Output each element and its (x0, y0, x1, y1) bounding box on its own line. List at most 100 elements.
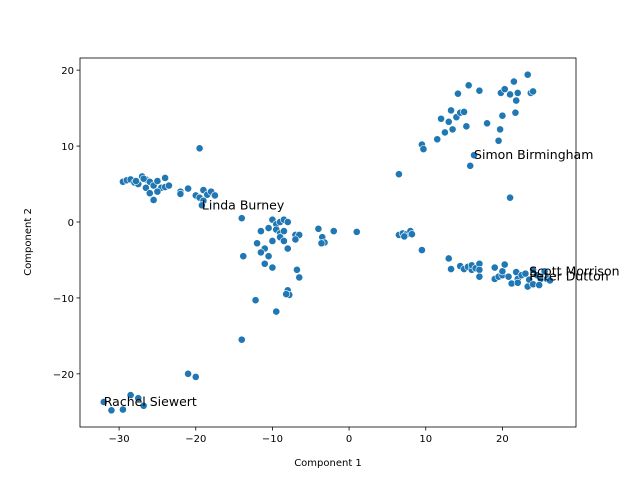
y-tick-label: 0 (68, 218, 74, 229)
point (546, 276, 554, 285)
point (506, 193, 514, 202)
point (447, 106, 455, 115)
point (251, 296, 260, 305)
point (184, 184, 192, 193)
point (329, 227, 338, 236)
point (483, 119, 491, 128)
point (191, 372, 200, 381)
y-tick-label: 10 (61, 142, 74, 153)
point (264, 252, 273, 261)
point (464, 81, 473, 90)
point (272, 307, 281, 316)
point (237, 214, 246, 223)
point (176, 190, 185, 198)
point (506, 90, 514, 99)
point (119, 405, 127, 414)
y-axis-label: Component 2 (23, 208, 34, 276)
point (126, 391, 135, 400)
point (475, 265, 484, 274)
point (153, 187, 162, 196)
point (462, 122, 471, 131)
point (500, 260, 509, 269)
point (165, 181, 173, 190)
x-tick-label: 20 (496, 434, 509, 445)
point (161, 174, 169, 182)
point (149, 196, 158, 204)
point (437, 114, 445, 123)
plot-frame (79, 57, 577, 428)
y-tick-label: −20 (53, 370, 74, 381)
x-tick-label: −20 (185, 434, 206, 445)
point (257, 227, 265, 236)
point (237, 335, 246, 344)
point (239, 252, 248, 261)
point (184, 369, 192, 378)
x-tick-label: −10 (262, 434, 283, 445)
point (419, 145, 428, 154)
point (99, 398, 108, 406)
point (107, 406, 116, 415)
point (512, 96, 521, 105)
point (490, 263, 499, 272)
point (496, 125, 505, 134)
point (418, 246, 426, 254)
point (142, 183, 150, 192)
y-tick-label: −10 (53, 294, 74, 305)
point (535, 281, 544, 289)
point (521, 269, 530, 278)
point (280, 227, 288, 236)
point (395, 170, 403, 179)
point (293, 265, 301, 274)
point (211, 191, 219, 200)
point (529, 265, 537, 274)
point (408, 230, 416, 239)
point (470, 151, 478, 160)
point (444, 254, 453, 263)
annotation: Scott Morrison (529, 263, 619, 278)
x-tick-label: −30 (109, 434, 130, 445)
point (498, 267, 507, 276)
point (283, 218, 292, 226)
point (500, 85, 509, 94)
point (280, 237, 288, 245)
point (352, 227, 361, 236)
point (511, 108, 520, 117)
x-tick-label: 10 (419, 434, 432, 445)
annotation: Peter Dutton (529, 269, 608, 284)
point (317, 239, 326, 248)
point (291, 235, 300, 244)
point (454, 89, 462, 98)
annotation: Linda Burney (202, 197, 285, 212)
point (466, 161, 475, 170)
point (529, 87, 537, 96)
point (139, 174, 148, 183)
annotation: Rachel Siewert (104, 394, 197, 409)
point (400, 232, 409, 241)
point (444, 117, 453, 126)
point (498, 111, 507, 120)
point (433, 135, 442, 144)
point (145, 189, 154, 198)
point (504, 272, 513, 281)
point (540, 267, 549, 276)
y-tick-label: 20 (61, 66, 74, 77)
point (283, 244, 292, 253)
point (268, 263, 277, 272)
point (513, 89, 522, 97)
point (197, 201, 206, 210)
point (257, 248, 265, 257)
point (441, 128, 449, 137)
point (314, 224, 323, 233)
point (195, 144, 204, 153)
annotation: Simon Birmingham (474, 147, 593, 162)
point (264, 224, 273, 232)
point (513, 278, 522, 287)
point (460, 108, 468, 116)
point (447, 265, 455, 273)
point (295, 273, 304, 282)
point (523, 70, 532, 79)
point (132, 177, 140, 185)
point (282, 290, 291, 299)
x-tick-label: 0 (346, 434, 352, 445)
